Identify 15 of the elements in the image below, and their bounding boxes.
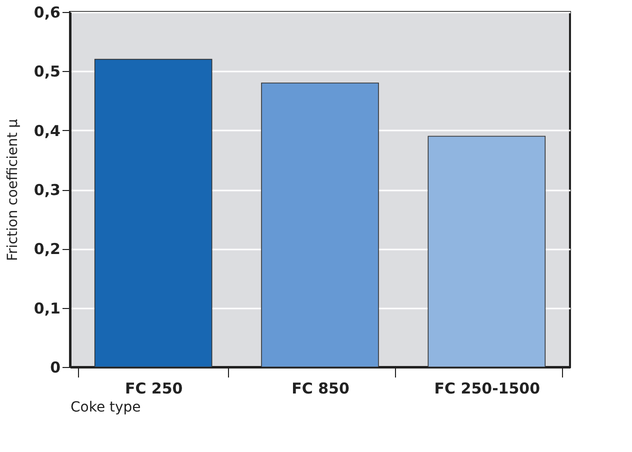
- y-tick-label: 0,4: [34, 122, 60, 140]
- y-tick-label: 0,3: [34, 181, 60, 199]
- y-tick-label: 0,1: [34, 299, 60, 318]
- y-tick-label: 0: [50, 358, 60, 376]
- y-tick-label: 0,2: [34, 240, 60, 258]
- bar: [94, 58, 212, 368]
- bar: [428, 136, 546, 368]
- x-tick-label: FC 250: [124, 380, 183, 398]
- bar: [261, 82, 379, 368]
- x-tick-label: FC 250-1500: [434, 380, 540, 398]
- y-axis-title: Friction coefficient µ: [4, 118, 21, 261]
- x-axis-title: Coke type: [70, 400, 141, 416]
- y-tick-label: 0,5: [34, 62, 60, 81]
- y-tick-label: 0,6: [34, 4, 60, 22]
- x-tick-label: FC 850: [292, 380, 350, 398]
